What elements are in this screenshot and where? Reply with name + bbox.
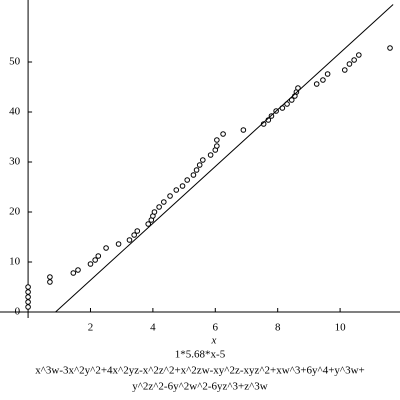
point (295, 85, 301, 91)
point (356, 52, 362, 58)
point (220, 131, 226, 137)
point (126, 237, 133, 243)
point (179, 183, 186, 189)
x-tick-label: 10 (335, 322, 347, 334)
point (131, 232, 137, 238)
point (25, 284, 31, 290)
y-tick-label: 20 (9, 206, 21, 218)
point (115, 241, 122, 247)
y-tick-label: 0 (15, 306, 21, 318)
point (341, 67, 348, 73)
point (156, 204, 162, 210)
y-tick-label: 50 (9, 56, 21, 68)
x-tick-label: 2 (88, 322, 94, 334)
point (47, 279, 53, 285)
fit-line (55, 4, 394, 313)
point (320, 77, 326, 83)
point (92, 257, 98, 263)
y-tick-label: 10 (9, 256, 21, 268)
point (288, 97, 295, 103)
point (324, 71, 331, 77)
point (25, 304, 31, 310)
point (387, 45, 393, 51)
point (196, 162, 203, 168)
x-axis-label: x (211, 335, 217, 347)
x-tick-label: 6 (213, 322, 219, 334)
point (351, 57, 357, 63)
y-tick-label: 30 (9, 156, 21, 168)
point (87, 261, 94, 267)
point (173, 187, 180, 193)
point (193, 167, 200, 173)
point (184, 177, 191, 183)
point (75, 267, 81, 273)
point (200, 157, 206, 163)
point (214, 137, 220, 143)
point (161, 199, 167, 205)
point (25, 289, 31, 295)
point (313, 81, 320, 87)
point (346, 61, 353, 67)
x-tick-label: 4 (150, 322, 156, 334)
point (134, 228, 141, 234)
point (207, 152, 214, 158)
point (151, 209, 158, 215)
point (70, 270, 77, 276)
point (95, 253, 102, 259)
point (167, 193, 173, 199)
x-tick-label: 8 (275, 322, 281, 334)
point (214, 143, 220, 149)
point (47, 274, 53, 280)
point (25, 294, 31, 300)
point (240, 127, 247, 133)
y-tick-label: 40 (9, 106, 21, 118)
caption: y^2z^2-6y^2w^2-6yz^3+z^3w (132, 381, 268, 393)
point (103, 245, 109, 251)
caption: 1*5.68*x-5 (175, 349, 226, 361)
caption: x^3w-3x^2y^2+4x^2yz-x^2z^2+x^2zw-xy^2z-x… (35, 365, 365, 377)
point (25, 299, 31, 305)
point (145, 221, 152, 227)
point (190, 172, 197, 178)
